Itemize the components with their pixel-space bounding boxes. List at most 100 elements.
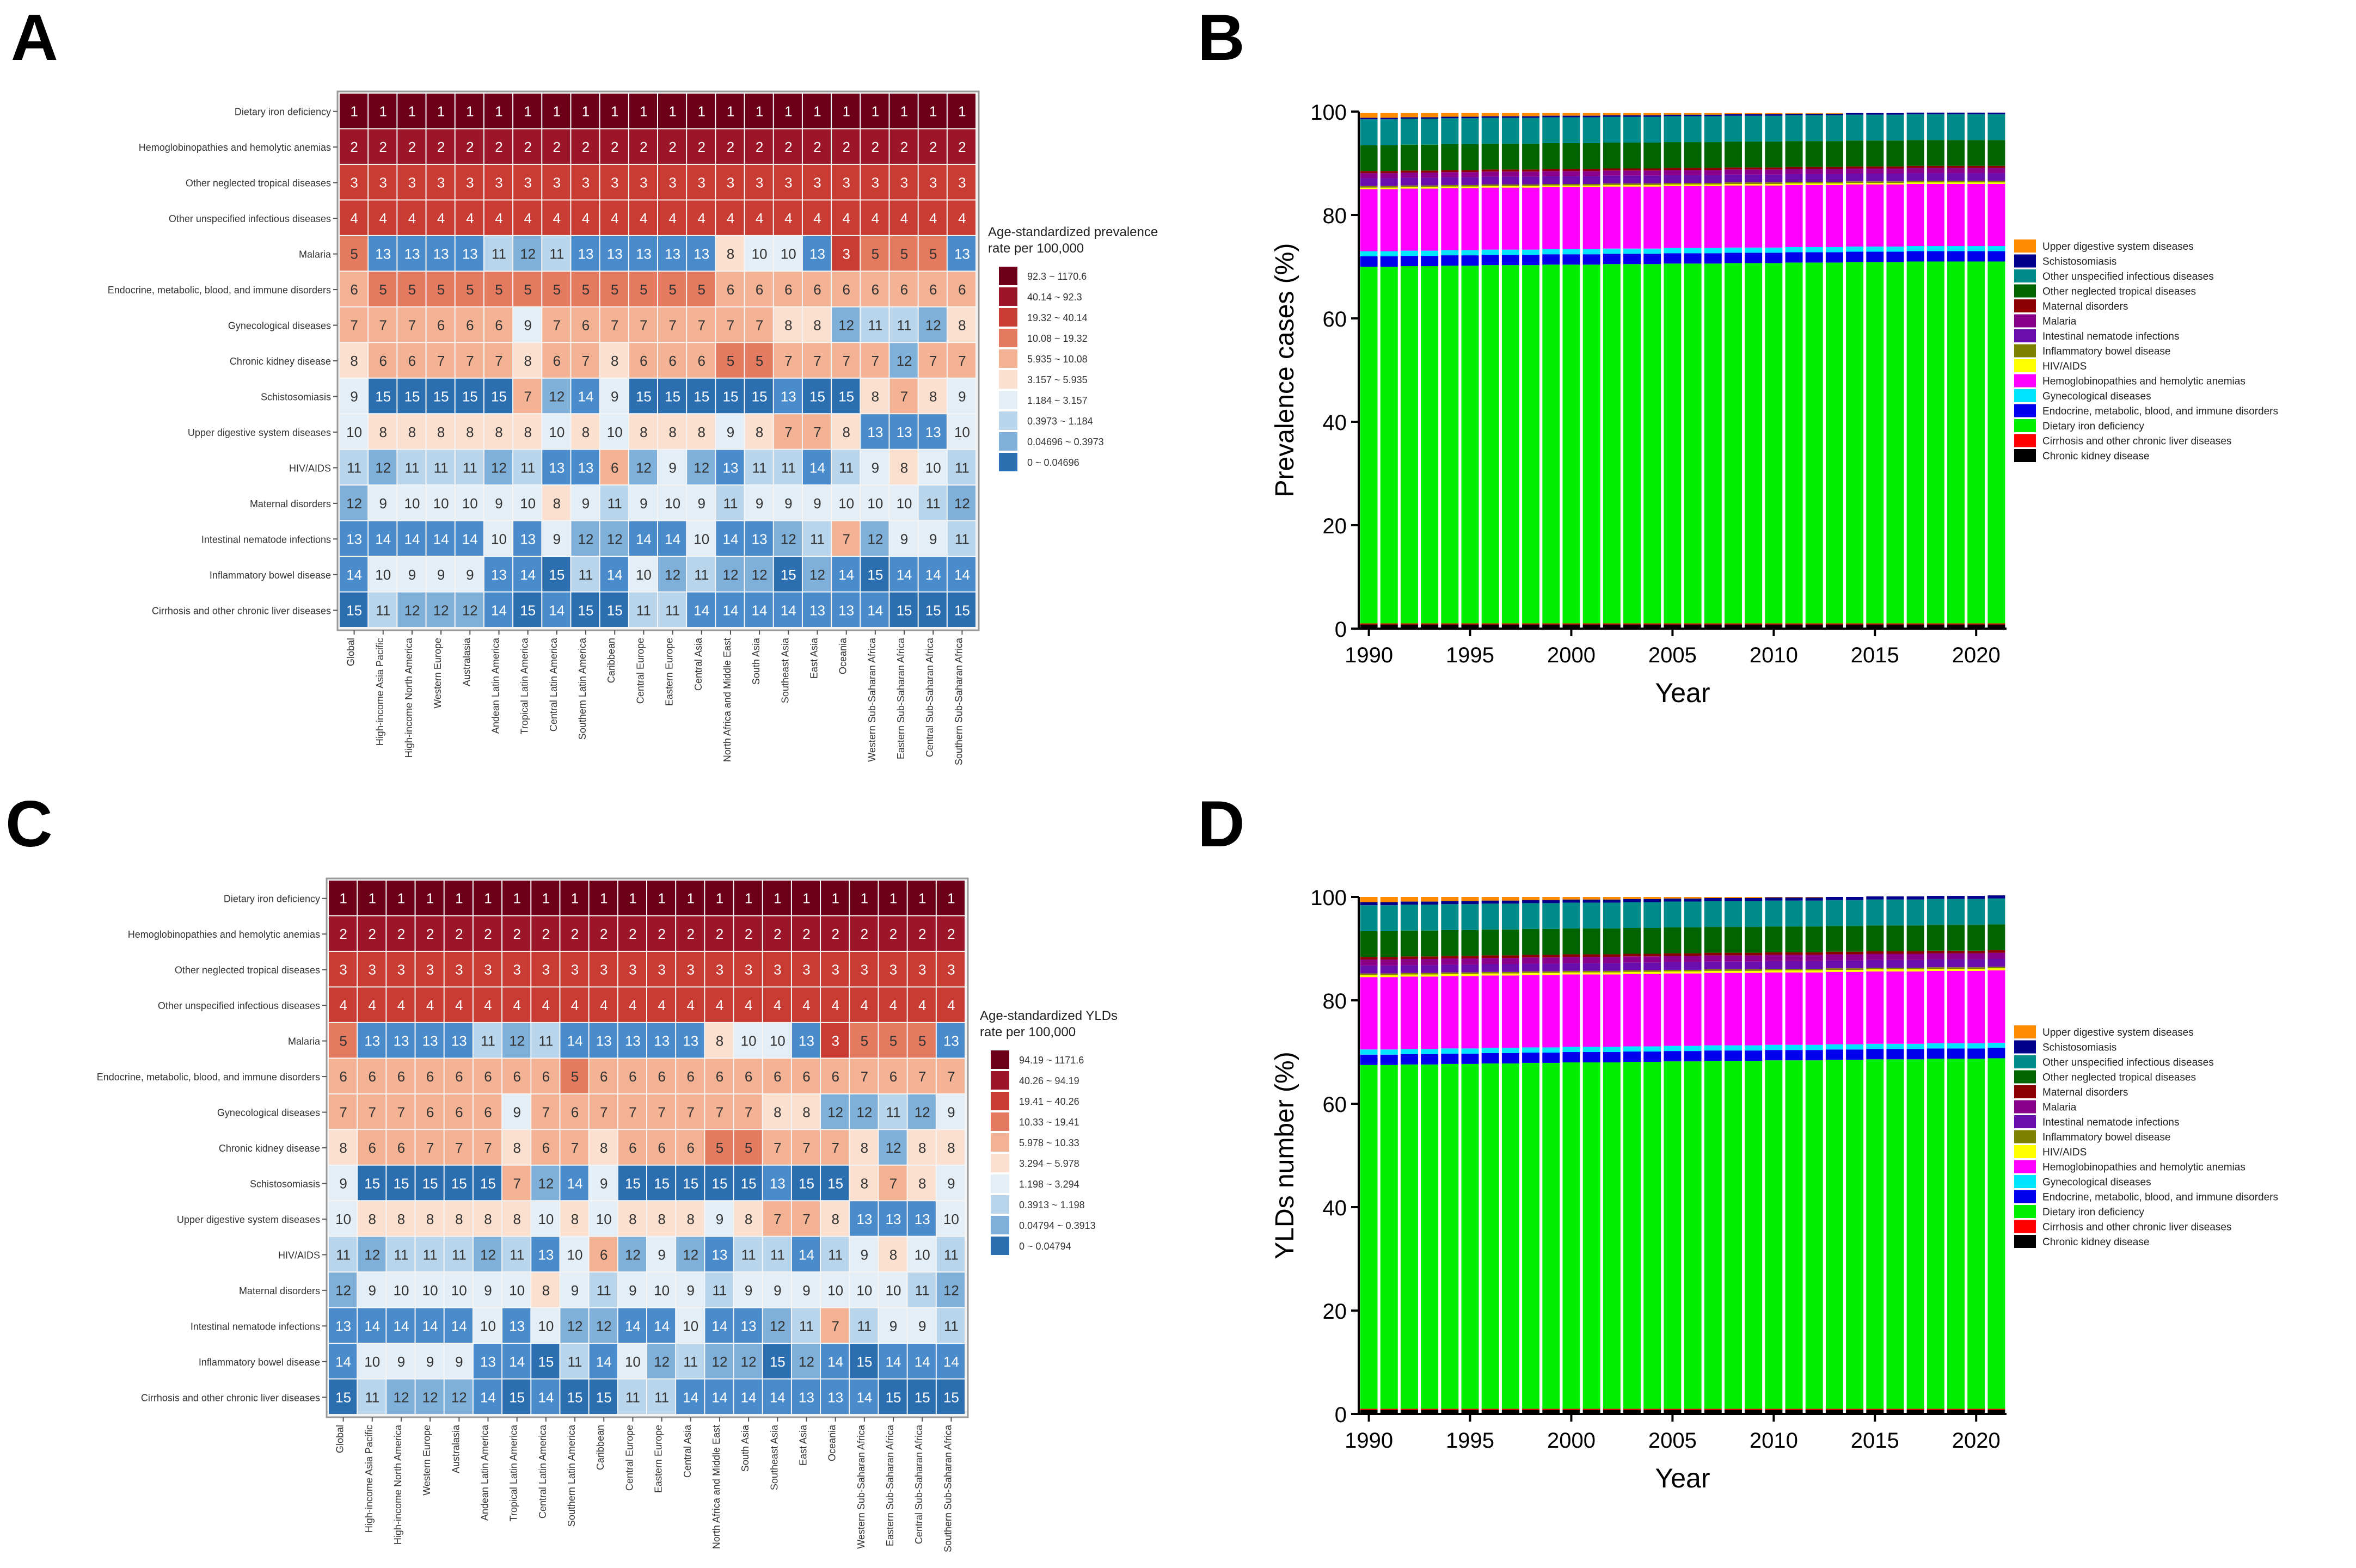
bar-segment — [1745, 1061, 1763, 1409]
heatmap-cell-label: 8 — [756, 424, 763, 440]
heatmap-cell — [947, 236, 975, 271]
bar-segment — [1664, 962, 1682, 970]
heatmap-cell — [340, 164, 368, 200]
heatmap-cell — [600, 414, 628, 449]
heatmap-cell-label: 15 — [404, 388, 420, 404]
bar-segment — [1542, 897, 1560, 900]
heatmap-cell-label: 3 — [716, 962, 723, 978]
heatmap-cell-label: 2 — [600, 926, 608, 942]
heatmap-cell-label: 9 — [802, 1282, 810, 1299]
column-label: Global — [335, 1425, 346, 1453]
heatmap-cell-label: 11 — [712, 1282, 727, 1299]
bar-segment — [1785, 1410, 1803, 1414]
bar-segment — [1360, 905, 1378, 931]
bar-segment — [1582, 113, 1600, 116]
heatmap-cell-label: 10 — [770, 1033, 786, 1049]
heatmap-cell — [358, 916, 386, 951]
bar-segment — [1582, 974, 1600, 1047]
bar-segment — [1421, 188, 1439, 251]
heatmap-cell-label: 11 — [741, 1246, 756, 1263]
bar-segment — [1421, 976, 1439, 1049]
heatmap-cell — [484, 485, 513, 520]
heatmap-cell-label: 6 — [687, 1140, 695, 1156]
bar-segment — [1501, 958, 1519, 964]
bar-segment — [1501, 955, 1519, 958]
bar-segment — [1967, 624, 1985, 629]
heatmap-cell-label: 6 — [727, 281, 734, 298]
bar-segment — [1582, 143, 1600, 169]
heatmap-cell-label: 1 — [813, 103, 821, 120]
bar-segment — [1684, 184, 1702, 186]
legend-swatch — [2014, 1145, 2036, 1158]
bar-segment — [1603, 254, 1621, 265]
heatmap-cell — [676, 1379, 704, 1414]
heatmap-cell — [444, 1130, 473, 1165]
bar-segment — [1562, 117, 1580, 143]
heatmap-cell-label: 5 — [756, 353, 763, 369]
heatmap-cell-label: 7 — [658, 1104, 665, 1121]
heatmap-cell — [444, 951, 473, 987]
legend-swatch — [2014, 299, 2036, 312]
bar-segment — [1664, 142, 1682, 168]
heatmap-cell-label: 2 — [831, 926, 839, 942]
heatmap-cell — [455, 164, 483, 200]
heatmap-cell-label: 14 — [462, 531, 478, 547]
bar-segment — [1582, 902, 1600, 928]
bar-segment — [1603, 143, 1621, 169]
heatmap-cell-label: 11 — [683, 1354, 698, 1370]
heatmap-cell-label: 5 — [466, 281, 474, 298]
bar-segment — [1906, 969, 1924, 971]
bar-segment — [1866, 184, 1884, 247]
bar-segment — [1805, 1409, 1823, 1410]
bar-segment — [1380, 957, 1398, 960]
column-label: South Asia — [751, 637, 762, 685]
bar-segment — [1987, 140, 2005, 166]
bar-segment — [1664, 183, 1682, 185]
bar-segment — [1360, 897, 1378, 902]
bar-segment — [1967, 1409, 1985, 1410]
bar-segment — [1461, 897, 1479, 901]
heatmap-cell-label: 7 — [542, 1104, 550, 1121]
heatmap-cell — [397, 200, 426, 235]
bar-segment — [1967, 1048, 1985, 1059]
heatmap-cell — [444, 1059, 473, 1093]
heatmap-cell-label: 11 — [434, 459, 449, 476]
heatmap-cell-label: 7 — [339, 1104, 347, 1121]
heatmap-cell — [415, 1379, 444, 1414]
bar-segment — [1866, 140, 1884, 167]
heatmap-cell — [542, 164, 570, 200]
heatmap-cell — [513, 164, 542, 200]
heatmap-cell-label: 10 — [625, 1354, 641, 1370]
heatmap-cell — [444, 987, 473, 1022]
bar-segment — [1582, 171, 1600, 176]
bar-segment — [1461, 901, 1479, 905]
bar-segment — [1421, 185, 1439, 187]
heatmap-cell — [589, 1023, 617, 1058]
heatmap-cell-label: 8 — [872, 388, 879, 404]
bar-segment — [1664, 956, 1682, 962]
bar-segment — [1846, 246, 1864, 252]
bar-segment — [1664, 1410, 1682, 1414]
heatmap-cell-label: 9 — [668, 459, 676, 476]
bar-segment — [1582, 970, 1600, 973]
bar-segment — [1664, 175, 1682, 183]
bar-segment — [1886, 183, 1904, 185]
bar-segment — [1947, 623, 1965, 625]
bar-segment — [1542, 265, 1560, 624]
heatmap-cell — [705, 1201, 733, 1236]
bar-segment — [1461, 170, 1479, 173]
heatmap-cell — [484, 272, 513, 306]
panel-label-c: C — [5, 788, 53, 860]
heatmap-cell-label: 12 — [509, 1033, 525, 1049]
heatmap-cell-label: 13 — [364, 1033, 380, 1049]
heatmap-cell — [560, 1237, 588, 1272]
heatmap-cell — [907, 881, 936, 915]
bar-segment — [1947, 953, 1965, 960]
heatmap-cell — [716, 485, 744, 520]
bar-segment — [1906, 261, 1924, 624]
heatmap-cell-label: 13 — [596, 1033, 612, 1049]
heatmap-cell — [705, 916, 733, 951]
bar-segment — [1421, 113, 1439, 118]
heatmap-cell-label: 4 — [513, 997, 520, 1013]
heatmap-cell-label: 4 — [397, 997, 405, 1013]
